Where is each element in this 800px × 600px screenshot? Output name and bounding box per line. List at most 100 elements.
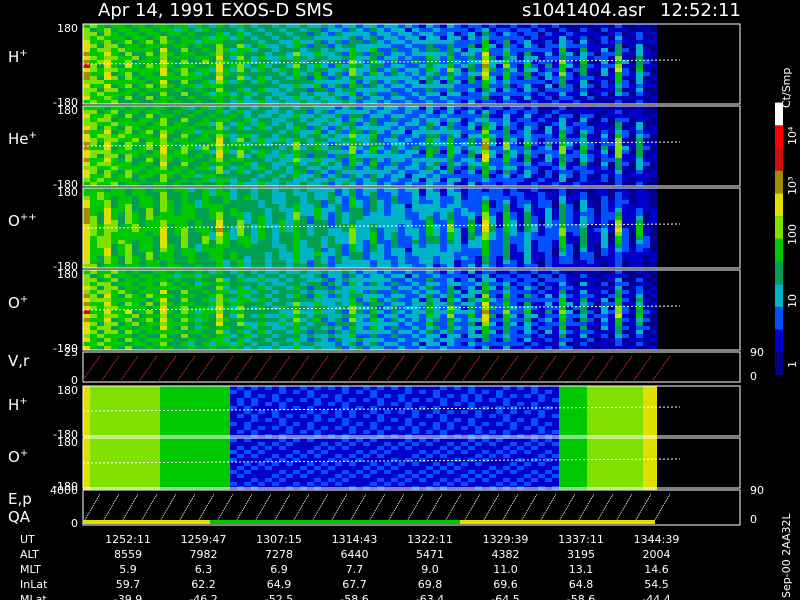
spectrogram-cell bbox=[538, 232, 545, 236]
spectrogram-cell bbox=[440, 130, 447, 134]
spectrogram-cell bbox=[125, 92, 132, 96]
spectrogram-cell bbox=[398, 48, 405, 52]
spectrogram-cell bbox=[167, 68, 174, 72]
spectrogram-cell bbox=[433, 40, 440, 44]
spectrogram-cell bbox=[181, 60, 188, 64]
spectrogram-cell bbox=[237, 248, 244, 252]
spectrogram-cell bbox=[622, 28, 629, 32]
spectrogram-cell bbox=[580, 88, 587, 92]
spectrogram-cell bbox=[307, 36, 314, 40]
spectrogram-cell bbox=[223, 252, 230, 256]
spectrogram-cell bbox=[342, 134, 349, 138]
spectrogram-cell bbox=[580, 80, 587, 84]
spectrogram-cell bbox=[622, 166, 629, 170]
spectrogram-cell bbox=[475, 216, 482, 220]
spectrogram-cell bbox=[580, 68, 587, 72]
spectrogram-cell bbox=[482, 240, 489, 244]
spectrogram-cell bbox=[300, 88, 307, 92]
spectrogram-cell bbox=[293, 138, 300, 142]
spectrogram-cell bbox=[349, 56, 356, 60]
spectrogram-cell bbox=[293, 126, 300, 130]
spectrogram-cell bbox=[636, 162, 643, 166]
spectrogram-cell bbox=[132, 130, 139, 134]
spectrogram-cell bbox=[419, 126, 426, 130]
spectrogram-cell bbox=[223, 88, 230, 92]
spectrogram-cell bbox=[216, 228, 223, 232]
spectrogram-cell bbox=[440, 24, 447, 28]
spectrogram-cell bbox=[412, 114, 419, 118]
spectrogram-cell bbox=[573, 264, 580, 268]
spectrogram-cell bbox=[83, 260, 90, 264]
spectrogram-cell bbox=[496, 28, 503, 32]
spectrogram-cell bbox=[195, 110, 202, 114]
spectrogram-cell bbox=[111, 264, 118, 268]
spectrogram-cell bbox=[132, 92, 139, 96]
spectrogram-cell bbox=[594, 52, 601, 56]
spectrogram-cell bbox=[223, 260, 230, 264]
spectrogram-cell bbox=[503, 130, 510, 134]
spectrogram-cell bbox=[419, 64, 426, 68]
spectrogram-cell bbox=[111, 134, 118, 138]
spectrogram-cell bbox=[209, 52, 216, 56]
spectrogram-cell bbox=[356, 44, 363, 48]
spectrogram-cell bbox=[293, 80, 300, 84]
spectrogram-cell bbox=[636, 64, 643, 68]
spectrogram-cell bbox=[118, 220, 125, 224]
spectrogram-cell bbox=[503, 84, 510, 88]
spectrogram-cell bbox=[363, 84, 370, 88]
spectrogram-cell bbox=[230, 216, 237, 220]
spectrogram-cell bbox=[118, 188, 125, 192]
spectrogram-cell bbox=[209, 154, 216, 158]
spectrogram-cell bbox=[398, 80, 405, 84]
spectrogram-cell bbox=[195, 252, 202, 256]
spectrogram-cell bbox=[300, 200, 307, 204]
spectrogram-cell bbox=[328, 220, 335, 224]
spectrogram-cell bbox=[503, 110, 510, 114]
spectrogram-cell bbox=[419, 208, 426, 212]
spectrogram-cell bbox=[524, 188, 531, 192]
spectrogram-cell bbox=[377, 106, 384, 110]
spectrogram-cell bbox=[223, 248, 230, 252]
spectrogram-cell bbox=[559, 158, 566, 162]
spectrogram-cell bbox=[356, 114, 363, 118]
spectrogram-cell bbox=[650, 216, 657, 220]
spectrogram-cell bbox=[202, 60, 209, 64]
spectrogram-cell bbox=[293, 196, 300, 200]
spectrogram-cell bbox=[566, 236, 573, 240]
spectrogram-cell bbox=[195, 134, 202, 138]
spectrogram-cell bbox=[601, 138, 608, 142]
spectrogram-cell bbox=[90, 224, 97, 228]
spectrogram-cell bbox=[188, 122, 195, 126]
spectrogram-cell bbox=[209, 134, 216, 138]
spectrogram-cell bbox=[146, 106, 153, 110]
spectrogram-cell bbox=[629, 260, 636, 264]
spectrogram-cell bbox=[615, 170, 622, 174]
spectrogram-cell bbox=[580, 192, 587, 196]
spectrogram-cell bbox=[629, 248, 636, 252]
spectrogram-cell bbox=[160, 142, 167, 146]
spectrogram-cell bbox=[139, 68, 146, 72]
spectrogram-cell bbox=[118, 192, 125, 196]
spectrogram-cell bbox=[202, 208, 209, 212]
spectrogram-cell bbox=[468, 182, 475, 186]
spectrogram-cell bbox=[433, 212, 440, 216]
spectrogram-cell bbox=[356, 216, 363, 220]
spectrogram-cell bbox=[314, 170, 321, 174]
spectrogram-cell bbox=[146, 32, 153, 36]
spectrogram-cell bbox=[83, 346, 90, 350]
spectrogram-cell bbox=[454, 100, 461, 104]
spectrogram-cell bbox=[265, 162, 272, 166]
spectrogram-cell bbox=[167, 220, 174, 224]
spectrogram-cell bbox=[517, 208, 524, 212]
spectrogram-cell bbox=[335, 240, 342, 244]
spectrogram-cell bbox=[398, 134, 405, 138]
spectrogram-cell bbox=[524, 84, 531, 88]
spectrogram-cell bbox=[475, 228, 482, 232]
spectrogram-cell bbox=[363, 130, 370, 134]
spectrogram-cell bbox=[503, 114, 510, 118]
spectrogram-cell bbox=[363, 72, 370, 76]
spectrogram-cell bbox=[580, 110, 587, 114]
spectrogram-cell bbox=[447, 224, 454, 228]
spectrogram-cell bbox=[104, 170, 111, 174]
spectrogram-cell bbox=[125, 28, 132, 32]
